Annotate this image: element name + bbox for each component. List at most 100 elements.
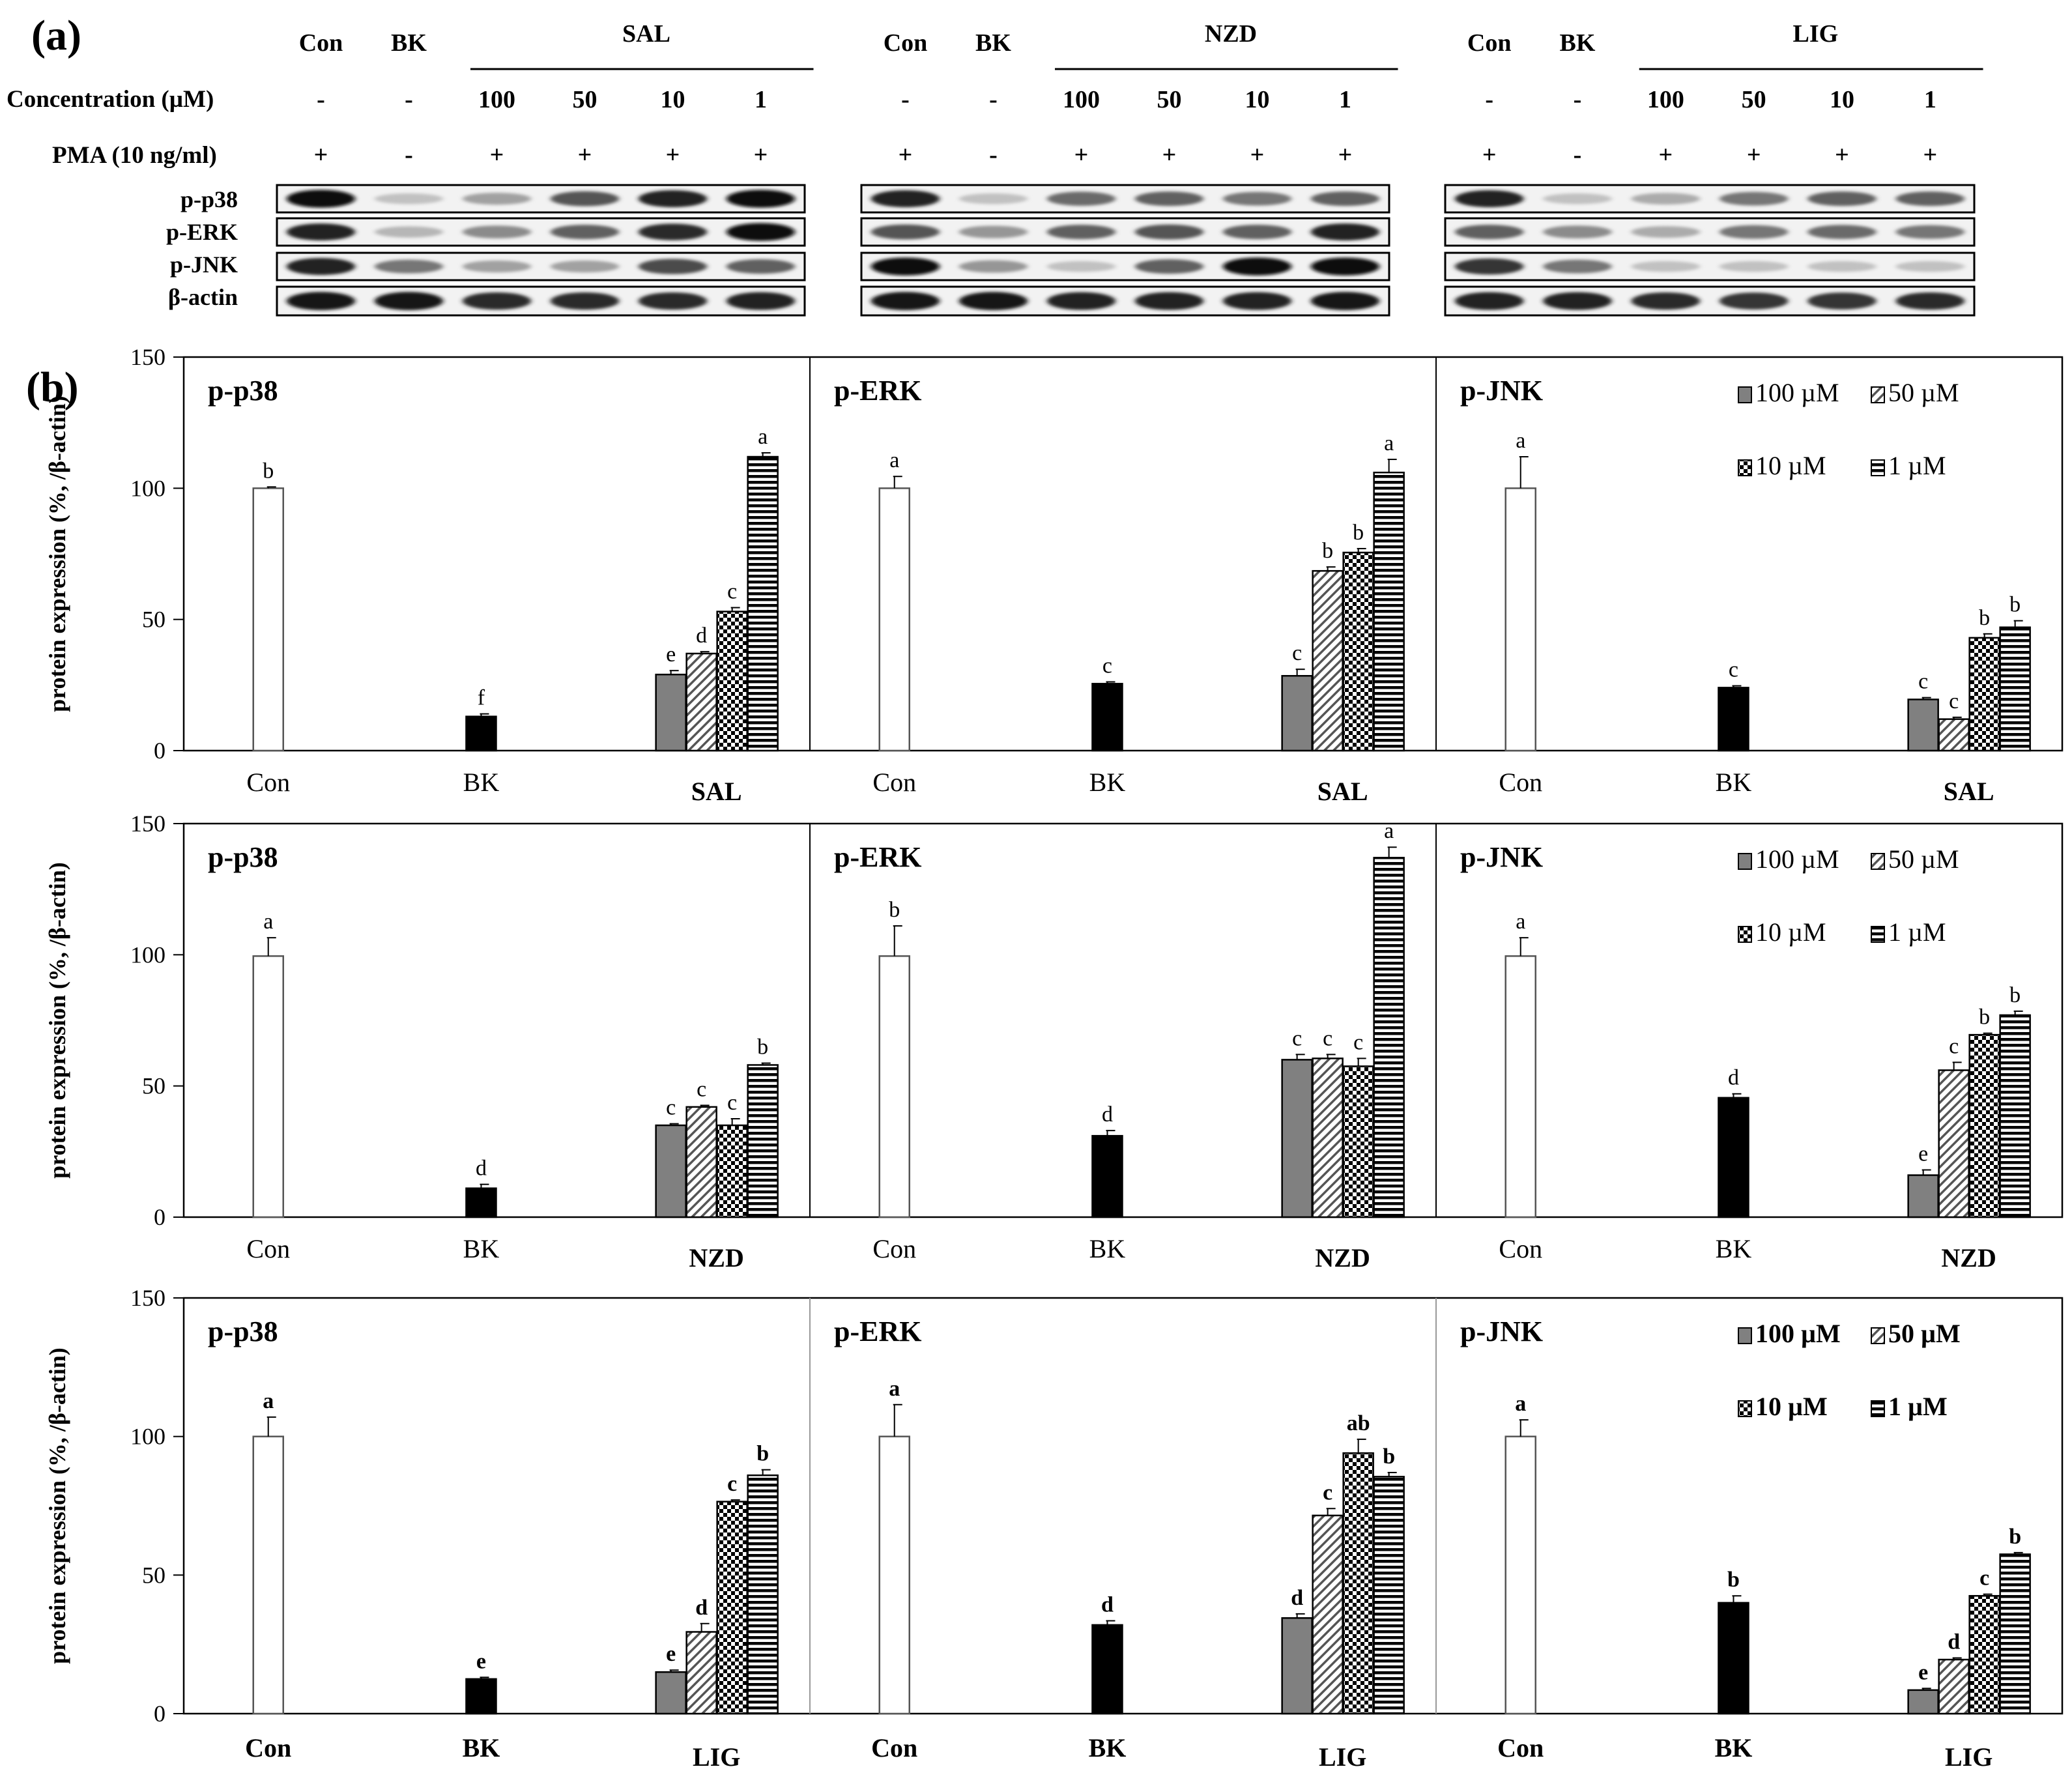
bar-con	[252, 1435, 284, 1715]
legend-label: 1 µM	[1888, 1392, 1948, 1421]
blot-band	[286, 257, 356, 276]
blot-strip-β-actin	[276, 285, 806, 317]
significance-letter: b	[2009, 1525, 2021, 1549]
blot-band	[1046, 192, 1116, 206]
blot-band	[550, 224, 620, 240]
y-axis-label: protein expression (%, /β-actin)	[44, 862, 70, 1179]
x-label-bk: BK	[1089, 1733, 1127, 1762]
bar-treatment-1	[1938, 1069, 1970, 1218]
bar-treatment-3	[1373, 471, 1405, 752]
blot-strip-frame	[1444, 184, 1976, 214]
blot-strip-frame	[1444, 217, 1976, 247]
bar-treatment-3	[747, 1474, 779, 1715]
legend-swatch	[1738, 386, 1752, 403]
y-axis-label: protein expression (%, /β-actin)	[44, 396, 70, 712]
blot-band	[462, 192, 532, 205]
legend: 100 µM 50 µM 10 µM 1 µM	[1738, 378, 1959, 480]
legend-swatch	[1738, 853, 1752, 870]
legend-swatch	[1871, 386, 1885, 403]
bar-treatment-2	[1342, 1452, 1374, 1715]
chart-panel-p-erk: p-ERK a d d c abb Con BK LIG	[834, 1316, 1405, 1772]
bar-treatment-3	[1373, 1476, 1405, 1715]
blot-band	[1543, 225, 1612, 238]
lane-pma: +	[1162, 141, 1177, 169]
y-tick-label: 100	[130, 1424, 165, 1450]
y-tick-label: 100	[130, 942, 165, 968]
bar-treatment-2	[1968, 1033, 2000, 1218]
lane-concentration: -	[317, 86, 325, 113]
lane-concentration: 10	[1245, 86, 1270, 113]
legend-label: 10 µM	[1755, 1392, 1828, 1421]
blot-band	[1807, 293, 1877, 309]
significance-letter: c	[1292, 1026, 1302, 1050]
lane-concentration: 50	[1742, 86, 1766, 113]
lane-pma: +	[666, 141, 680, 169]
blot-band	[1543, 193, 1612, 205]
blot-band	[1046, 261, 1116, 272]
bar-treatment-3	[1373, 857, 1405, 1218]
bar-con	[1504, 487, 1536, 752]
blot-band	[1454, 190, 1524, 208]
blot-band	[958, 260, 1028, 273]
bar-treatment-2	[1968, 637, 2000, 752]
legend-label: 50 µM	[1888, 844, 1959, 874]
blot-strip-p-ERK	[276, 217, 806, 247]
blot-band	[550, 260, 620, 273]
significance-letter: c	[1918, 670, 1928, 694]
x-label-con: Con	[872, 1234, 916, 1263]
bar-bk	[1718, 1097, 1749, 1218]
blot-band	[871, 190, 940, 208]
blot-band	[638, 190, 708, 208]
significance-letter: e	[476, 1649, 486, 1673]
x-label-compound: NZD	[1941, 1243, 1996, 1273]
x-label-con: Con	[1499, 768, 1542, 797]
blot-band	[1222, 192, 1292, 206]
blot-band	[1310, 257, 1380, 276]
blot-strip-p-ERK	[1444, 217, 1976, 247]
x-label-bk: BK	[463, 1234, 500, 1263]
legend-swatch	[1871, 853, 1885, 870]
blot-band	[871, 224, 940, 240]
bar-treatment-1	[685, 652, 717, 752]
blot-band	[550, 292, 620, 310]
bar-treatment-0	[1281, 1617, 1313, 1715]
significance-letter: b	[889, 898, 900, 922]
blot-band	[286, 292, 356, 310]
lane-pma: +	[578, 141, 592, 169]
blot-band	[1631, 193, 1701, 205]
blot-band	[1895, 225, 1965, 239]
blot-band	[374, 193, 444, 205]
blot-band	[1222, 257, 1292, 276]
blot-group-nzd: NZD Con - + BK - - 100 +50 +10 +1 +	[860, 20, 1398, 317]
blot-strip-frame	[1444, 285, 1976, 317]
bar-treatment-1	[1312, 1514, 1344, 1715]
blot-band	[1222, 224, 1292, 240]
blot-band	[1543, 259, 1612, 274]
lane-pma: -	[989, 141, 998, 169]
blot-strip-frame	[860, 252, 1390, 281]
lane-pma: +	[1747, 141, 1761, 169]
blot-band	[1719, 225, 1789, 239]
blot-band	[726, 223, 796, 241]
bar-treatment-1	[1938, 718, 1970, 752]
blot-band	[462, 260, 532, 273]
chart-row-lig: protein expression (%, /β-actin) 0 50 100 15…	[44, 1285, 2064, 1772]
x-label-con: Con	[871, 1733, 917, 1762]
significance-letter: d	[1948, 1630, 1960, 1654]
blot-band	[726, 292, 796, 310]
significance-letter: e	[666, 1642, 676, 1666]
legend-swatch	[1871, 1400, 1885, 1417]
x-label-compound: SAL	[691, 777, 742, 806]
lane-concentration: -	[989, 86, 998, 113]
lane-header: Con	[1467, 29, 1512, 57]
blot-strip-p-ERK	[860, 217, 1390, 247]
lane-concentration: -	[1485, 86, 1493, 113]
y-tick-label: 50	[142, 1562, 165, 1588]
significance-letter: d	[1102, 1102, 1113, 1127]
blot-band	[374, 226, 444, 238]
bar-treatment-2	[1968, 1594, 2000, 1715]
lane-pma: +	[314, 141, 328, 169]
significance-letter: b	[1727, 1568, 1740, 1592]
